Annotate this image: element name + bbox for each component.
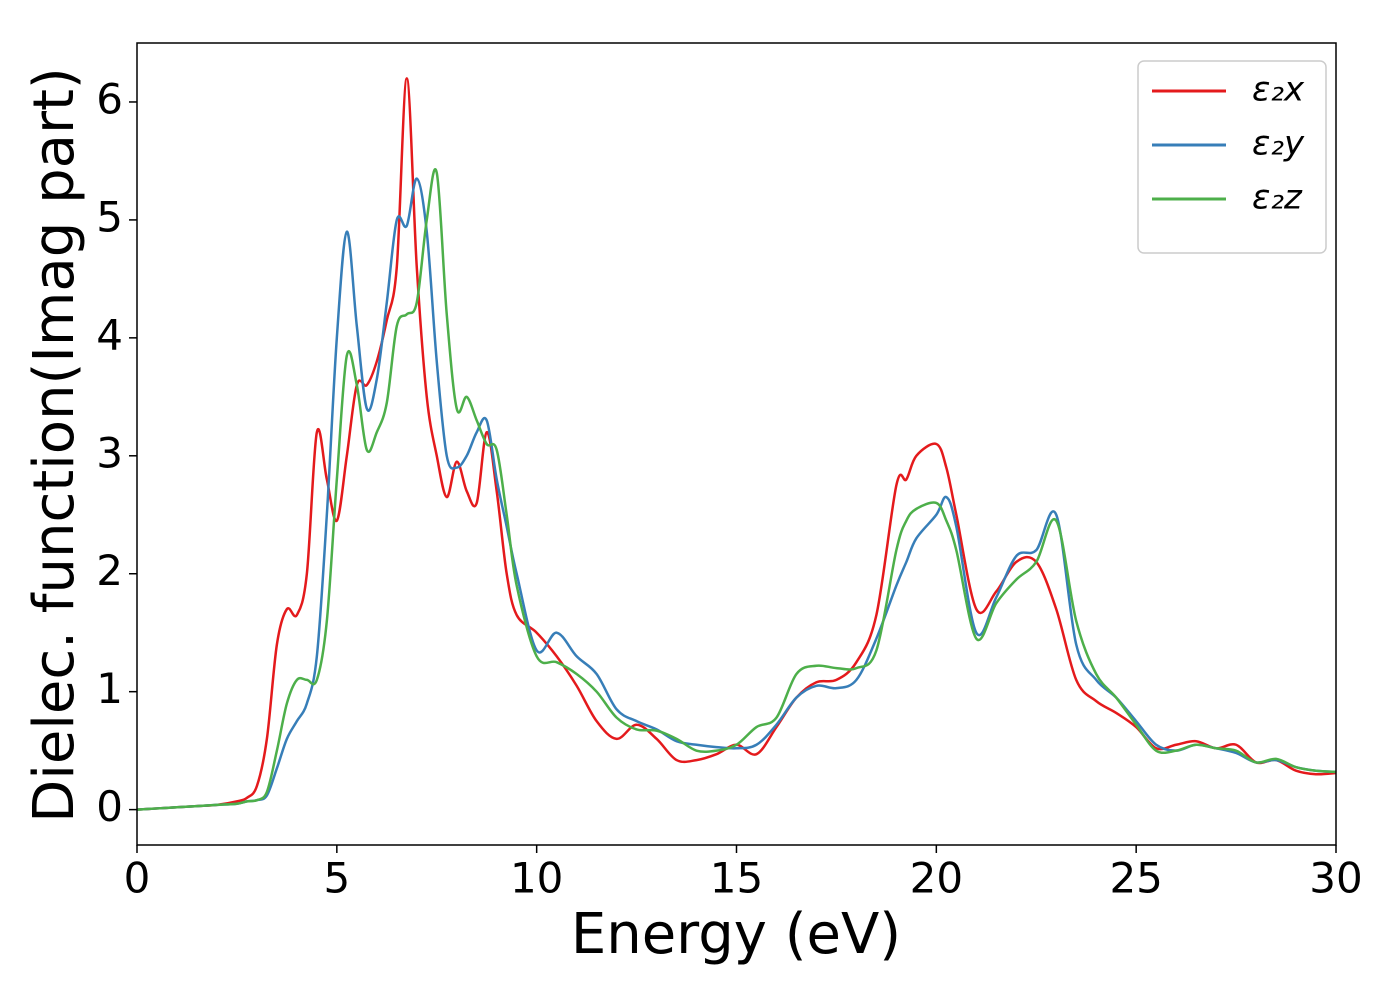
y-tick-label: 6 <box>96 74 123 123</box>
x-tick-label: 20 <box>910 854 963 903</box>
legend-label: ε₂z <box>1252 178 1303 218</box>
y-tick-label: 0 <box>96 782 123 831</box>
plot-frame <box>136 42 1337 846</box>
legend-box <box>1137 60 1327 254</box>
x-tick-label: 10 <box>510 854 563 903</box>
y-tick-label: 4 <box>96 310 123 359</box>
data-line <box>137 77 1336 811</box>
legend-label: ε₂y <box>1252 124 1305 164</box>
data-line <box>137 177 1336 811</box>
y-axis-label: Dielec. function(Imag part) <box>22 67 87 823</box>
x-tick-label: 25 <box>1109 854 1162 903</box>
x-tick-label: 30 <box>1309 854 1362 903</box>
x-axis-label: Energy (eV) <box>571 902 901 967</box>
data-line <box>137 168 1336 811</box>
legend-label: ε₂x <box>1252 70 1305 110</box>
x-tick-label: 0 <box>124 854 151 903</box>
x-tick-label: 15 <box>710 854 763 903</box>
y-tick-label: 5 <box>96 192 123 241</box>
x-tick-label: 5 <box>323 854 350 903</box>
y-tick-label: 1 <box>96 664 123 713</box>
y-tick-label: 3 <box>96 428 123 477</box>
y-tick-label: 2 <box>96 546 123 595</box>
